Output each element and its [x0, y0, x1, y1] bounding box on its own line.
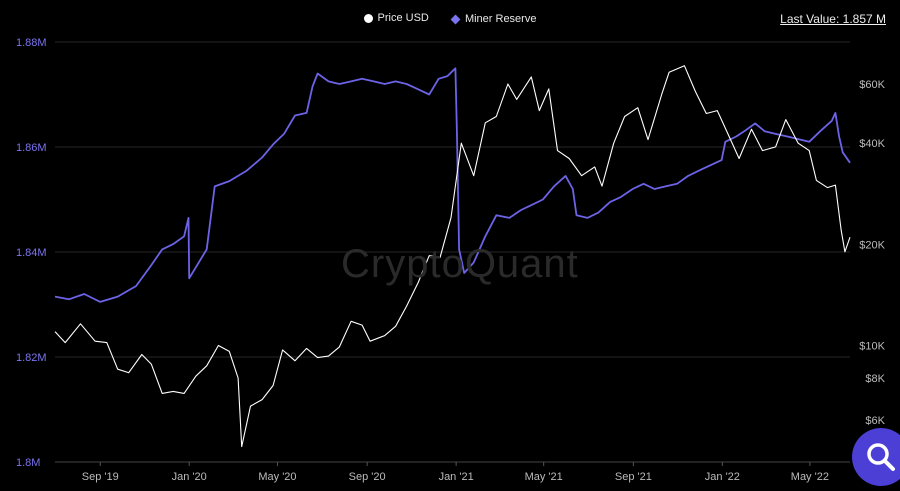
chart-grid	[55, 41, 850, 358]
right-tick-label: $60K	[859, 79, 885, 91]
left-tick-label: 1.8M	[16, 457, 40, 469]
x-tick-label: May '22	[791, 471, 829, 483]
x-tick-label: Sep '21	[615, 471, 652, 483]
x-tick-label: Jan '22	[705, 471, 740, 483]
x-tick-label: May '20	[258, 471, 296, 483]
x-tick-label: Sep '19	[82, 471, 119, 483]
reserve-diamond-icon	[450, 14, 461, 24]
watermark: CryptoQuant	[341, 242, 579, 286]
legend-price-label: Price USD	[377, 12, 429, 24]
last-value-link[interactable]: Last Value: 1.857 M	[780, 12, 886, 26]
search-button[interactable]	[852, 428, 900, 486]
x-tick-label: Sep '20	[349, 471, 386, 483]
x-tick-label: May '21	[525, 471, 563, 483]
x-tick-label: Jan '21	[439, 471, 474, 483]
right-axis: $6K $8K $10K $20K $40K $60K	[859, 79, 885, 427]
miner-reserve-line	[54, 67, 851, 303]
legend-item-price[interactable]: Price USD	[363, 12, 429, 24]
price-usd-line	[54, 65, 851, 448]
left-axis: 1.8M 1.82M 1.84M 1.86M 1.88M	[16, 37, 47, 469]
legend-item-reserve[interactable]: Miner Reserve	[450, 13, 537, 25]
right-tick-label: $40K	[859, 138, 885, 150]
search-icon	[867, 443, 895, 471]
right-tick-label: $20K	[859, 239, 885, 251]
legend-reserve-label: Miner Reserve	[464, 13, 537, 25]
right-tick-label: $10K	[859, 340, 885, 352]
left-tick-label: 1.86M	[16, 142, 47, 154]
series-lines	[54, 65, 851, 448]
price-dot-icon	[363, 13, 373, 23]
right-tick-label: $8K	[865, 373, 885, 385]
x-tick-label: Jan '20	[172, 471, 207, 483]
right-tick-label: $6K	[865, 415, 885, 427]
chart-legend: Price USD Miner Reserve	[0, 12, 900, 26]
left-tick-label: 1.88M	[16, 37, 47, 49]
x-axis: Sep '19 Jan '20 May '20 Sep '20 Jan '21 May '…	[55, 461, 850, 483]
left-tick-label: 1.84M	[16, 247, 47, 259]
left-tick-label: 1.82M	[16, 352, 47, 364]
